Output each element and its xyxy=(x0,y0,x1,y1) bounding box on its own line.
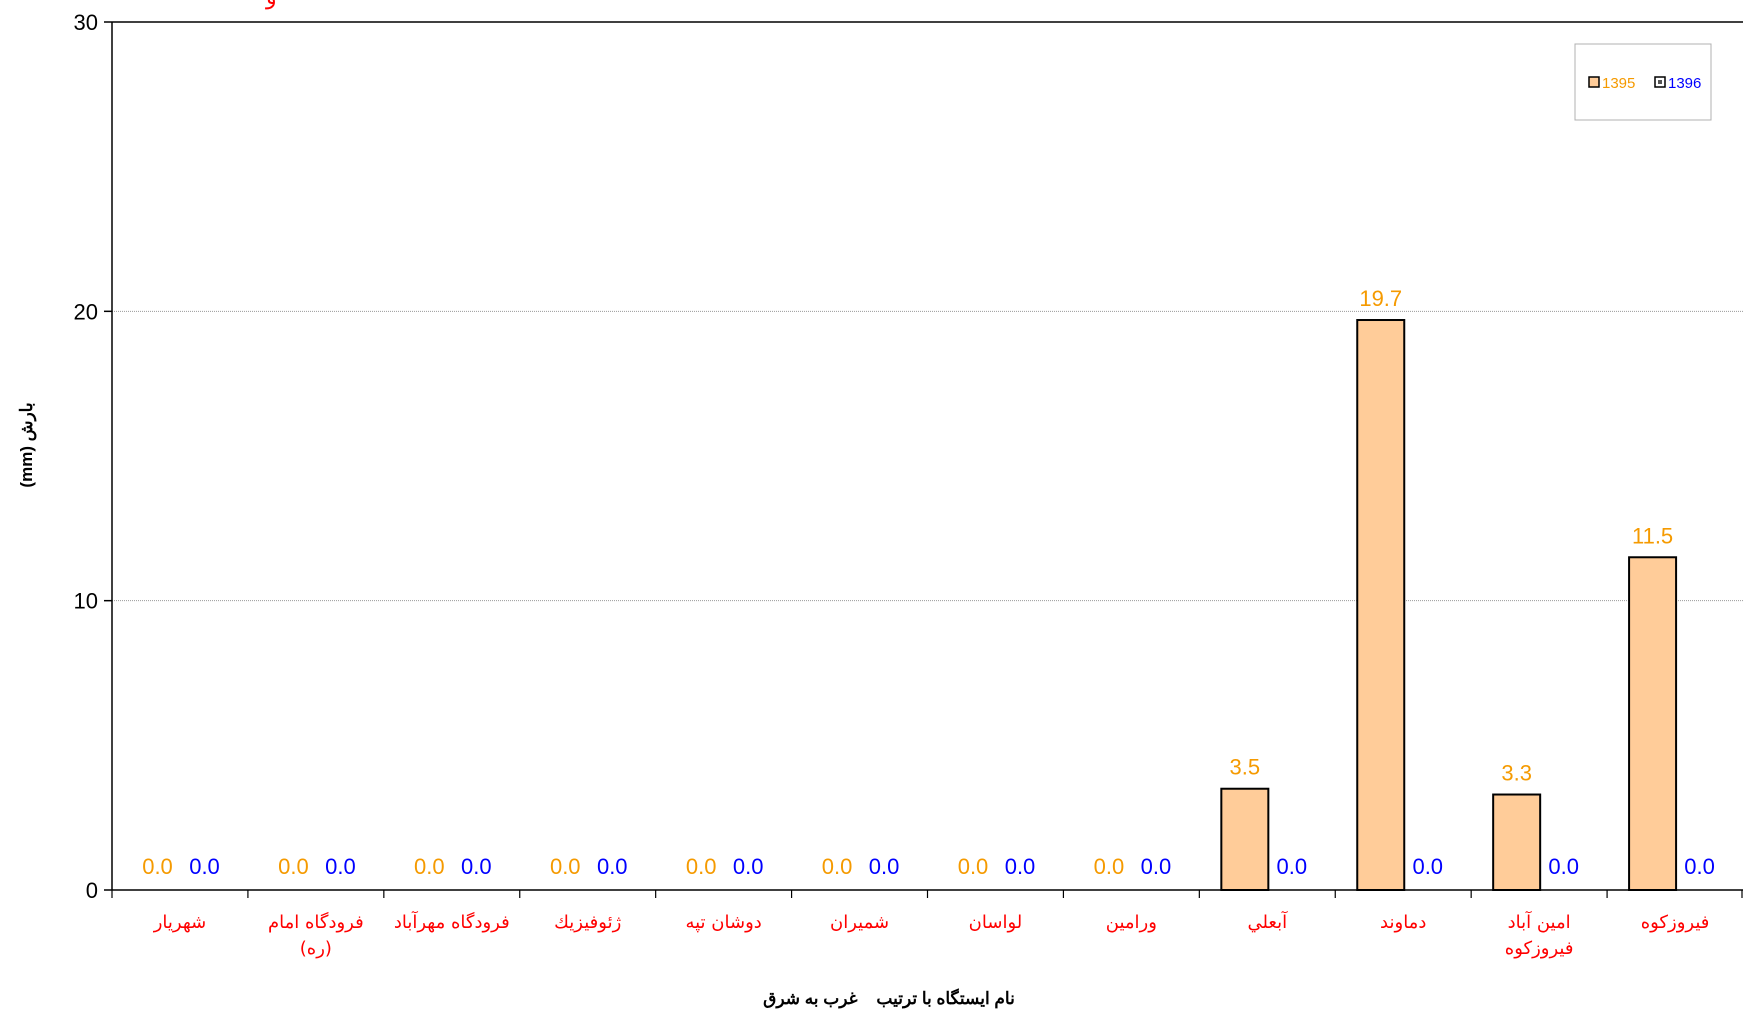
legend-label-1395: 1395 xyxy=(1602,75,1635,92)
data-label-1395: 19.7 xyxy=(1359,286,1402,311)
data-label-1396: 0.0 xyxy=(1548,854,1579,879)
x-axis-title: نام ایستگاه با ترتیب غرب به شرق xyxy=(763,988,1015,1009)
x-category-label: فرودگاه مهرآباد xyxy=(394,910,510,933)
y-tick-label: 30 xyxy=(74,10,98,35)
top-fragment-text: و xyxy=(265,0,277,10)
y-tick-labels: 0 10 20 30 xyxy=(74,10,98,903)
data-label-1396: 0.0 xyxy=(461,854,492,879)
data-label-1395: 0.0 xyxy=(686,854,717,879)
x-category-label: (ره) xyxy=(300,938,332,959)
y-tick-label: 20 xyxy=(74,299,98,324)
data-labels: 0.0 0.0 0.0 0.0 0.0 0.0 0.0 0.0 0.0 0.0 0.0 0.0 0.0 0… xyxy=(142,286,1715,879)
axes xyxy=(104,21,1743,898)
gridlines xyxy=(112,21,1743,602)
bar-1395 xyxy=(1220,787,1270,892)
x-category-label: فرودگاه امام xyxy=(268,911,364,933)
x-category-label: دماوند xyxy=(1380,912,1426,933)
legend-label-1396: 1396 xyxy=(1668,75,1701,92)
bars xyxy=(1220,319,1678,892)
legend-swatch-inner xyxy=(1658,80,1662,84)
x-category-label: لواسان xyxy=(969,912,1023,933)
legend-swatch-1395 xyxy=(1588,76,1600,88)
data-label-1395: 0.0 xyxy=(1094,854,1125,879)
x-category-label: دوشان تپه xyxy=(685,912,761,933)
data-label-1396: 0.0 xyxy=(1277,854,1308,879)
x-category-label: آبعلي xyxy=(1247,910,1288,933)
legend: 1395 1396 xyxy=(1574,43,1712,121)
data-label-1396: 0.0 xyxy=(1005,854,1036,879)
y-axis-title: بارش (mm) xyxy=(17,402,37,487)
data-label-1395: 0.0 xyxy=(278,854,309,879)
x-category-label: ورامين xyxy=(1106,912,1157,933)
data-label-1396: 0.0 xyxy=(189,854,220,879)
data-label-1395: 11.5 xyxy=(1632,523,1673,548)
data-label-1395: 0.0 xyxy=(822,854,853,879)
data-label-1395: 0.0 xyxy=(958,854,989,879)
data-label-1395: 3.5 xyxy=(1230,755,1261,780)
data-label-1395: 0.0 xyxy=(142,854,173,879)
y-tick-label: 10 xyxy=(74,589,98,614)
data-label-1396: 0.0 xyxy=(869,854,900,879)
data-label-1395: 0.0 xyxy=(414,854,445,879)
data-label-1396: 0.0 xyxy=(1412,854,1443,879)
bar-1395 xyxy=(1492,793,1542,892)
x-category-label: ژئوفيزيك xyxy=(554,912,621,933)
data-label-1395: 0.0 xyxy=(550,854,581,879)
x-category-label: فيروزكوه xyxy=(1505,938,1574,959)
bar-1395 xyxy=(1356,319,1406,892)
bar-1395 xyxy=(1628,556,1678,891)
data-label-1395: 3.3 xyxy=(1501,761,1532,786)
data-label-1396: 0.0 xyxy=(1141,854,1172,879)
data-label-1396: 0.0 xyxy=(733,854,764,879)
data-label-1396: 0.0 xyxy=(1684,854,1715,879)
x-category-labels: شهريار فرودگاه امام (ره) فرودگاه مهرآباد ژئو… xyxy=(153,910,1710,959)
y-tick-label: 0 xyxy=(86,878,98,903)
data-label-1396: 0.0 xyxy=(597,854,628,879)
x-category-label: شميران xyxy=(830,912,889,933)
x-category-label: فيروزكوه xyxy=(1641,912,1710,933)
x-category-label: امين آباد xyxy=(1508,910,1571,933)
data-label-1396: 0.0 xyxy=(325,854,356,879)
x-category-label: شهريار xyxy=(153,912,207,933)
